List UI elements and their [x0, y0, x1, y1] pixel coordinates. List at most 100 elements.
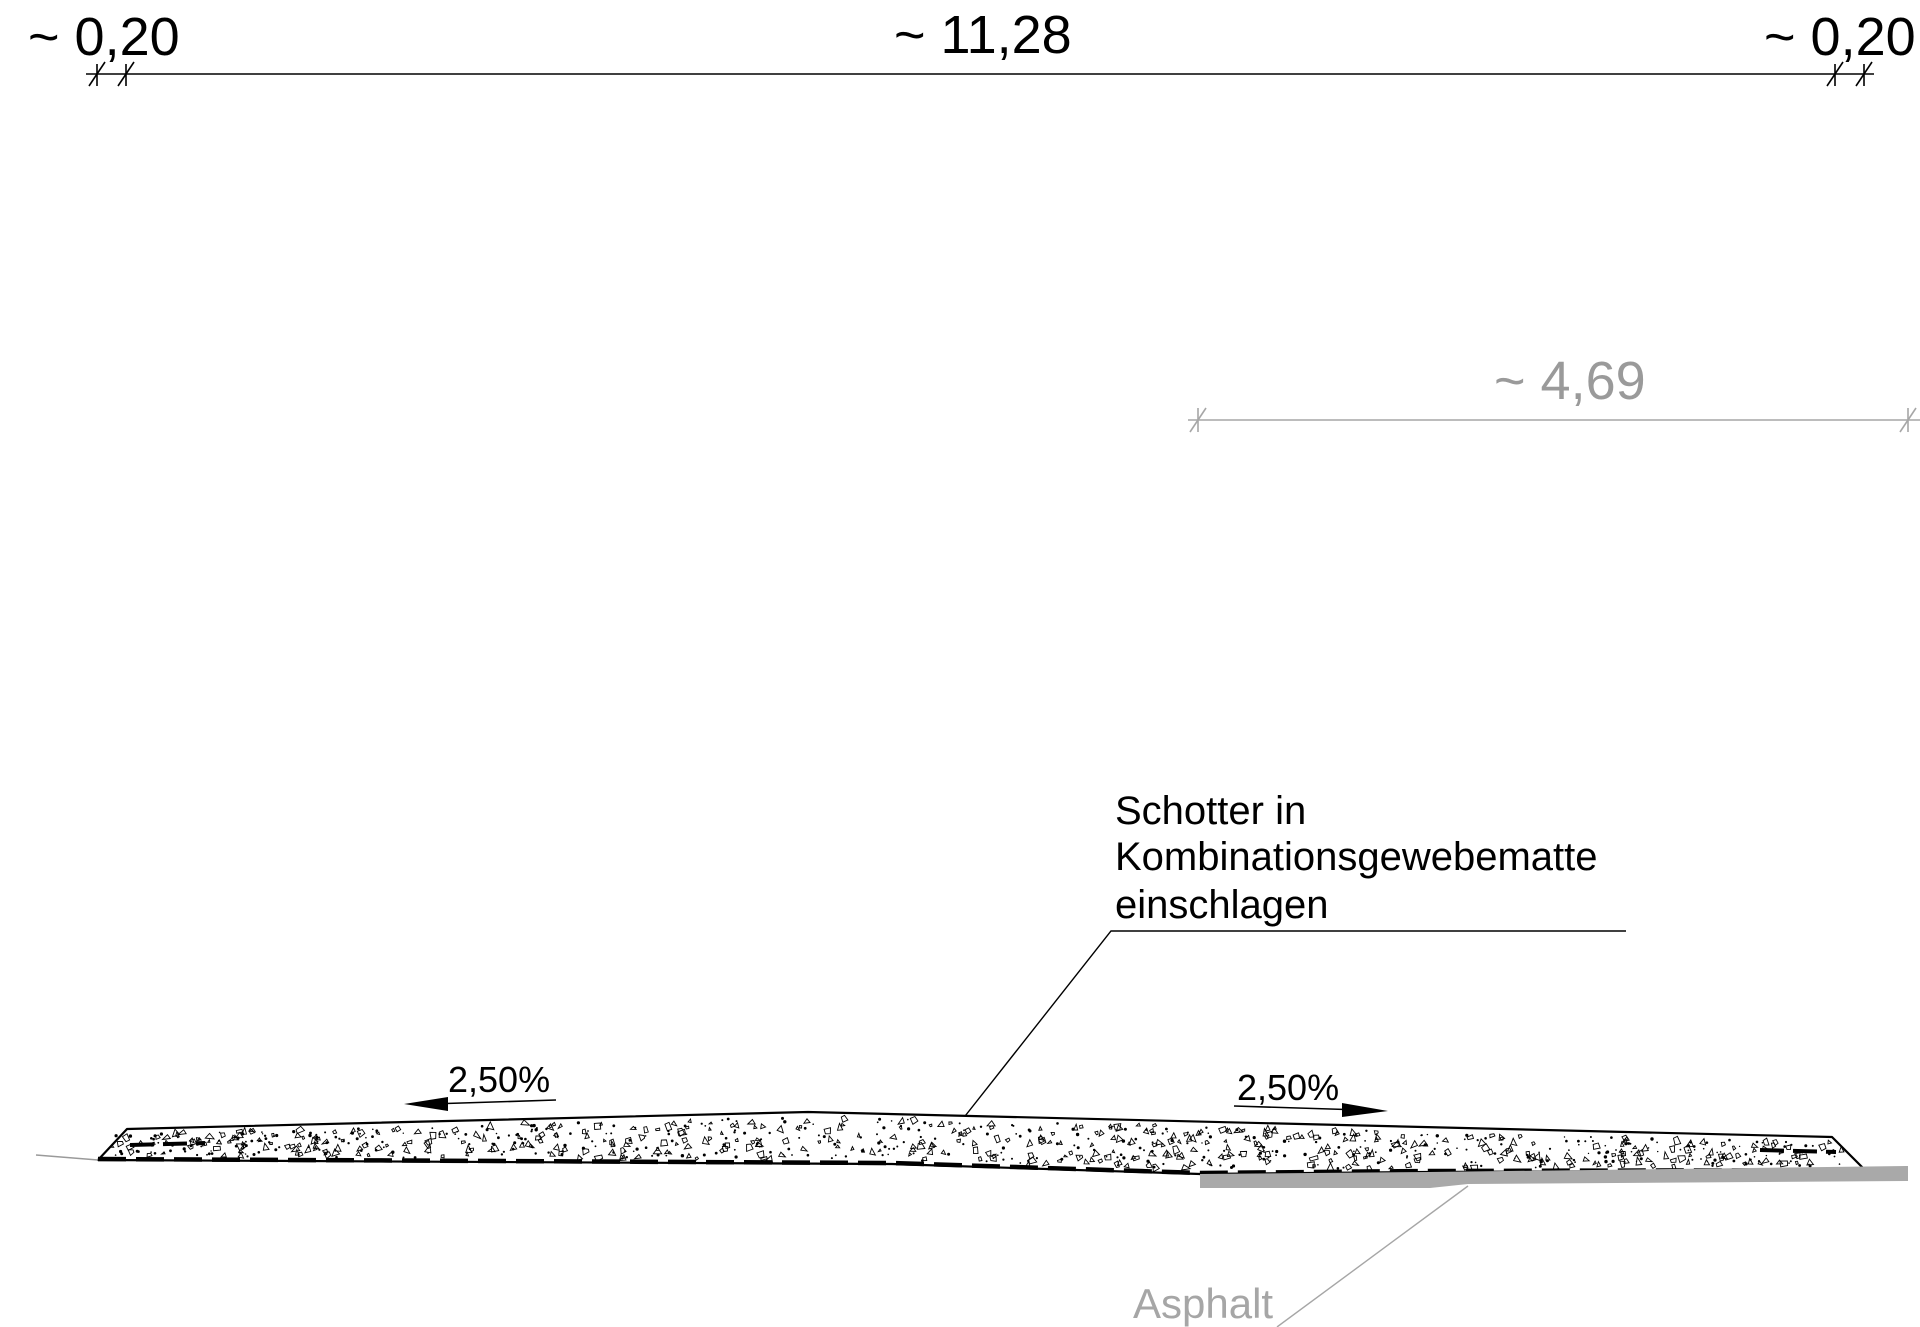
gravel-grain — [1038, 1136, 1047, 1146]
gravel-grain — [1750, 1142, 1759, 1148]
gravel-grain — [803, 1126, 807, 1130]
gravel-grain — [382, 1146, 385, 1149]
gravel-grain — [897, 1116, 905, 1125]
gravel-grain — [294, 1148, 300, 1156]
gravel-grain — [1538, 1164, 1542, 1168]
gravel-grain — [908, 1151, 913, 1157]
gravel-grain — [429, 1131, 437, 1140]
gravel-grain — [634, 1126, 637, 1129]
gravel-grain — [1700, 1158, 1702, 1160]
gravel-grain — [1172, 1145, 1181, 1155]
gravel-grain — [1119, 1153, 1123, 1156]
gravel-grain — [997, 1154, 999, 1156]
gravel-grain — [656, 1146, 660, 1151]
gravel-grain — [1201, 1159, 1204, 1162]
gravel-grain — [1838, 1145, 1845, 1153]
gravel-grain — [1647, 1147, 1650, 1149]
gravel-grain — [507, 1134, 510, 1137]
gravel-grain — [271, 1132, 276, 1138]
gravel-grain — [1436, 1142, 1439, 1144]
gravel-grain — [1728, 1138, 1731, 1142]
gravel-grain — [1303, 1152, 1307, 1157]
gravel-grain — [922, 1156, 928, 1162]
gravel-grain — [1414, 1149, 1417, 1152]
gravel-grain — [1286, 1135, 1292, 1141]
gravel-grain — [1028, 1156, 1038, 1165]
gravel-grain — [200, 1145, 203, 1148]
gravel-grain — [356, 1128, 366, 1139]
gravel-grain — [520, 1137, 523, 1141]
gravel-grain — [1656, 1141, 1658, 1144]
gravel-grain — [1456, 1147, 1458, 1149]
gravel-grain — [668, 1150, 673, 1155]
gravel-grain — [783, 1120, 787, 1124]
gravel-grain — [1406, 1155, 1409, 1158]
gravel-grain — [468, 1143, 471, 1146]
gravel-grain — [1078, 1156, 1081, 1158]
gravel-grain — [883, 1145, 887, 1149]
gravel-grain — [534, 1128, 538, 1132]
gravel-grain — [206, 1138, 211, 1143]
gravel-grain — [822, 1135, 826, 1139]
gravel-grain — [1462, 1165, 1469, 1171]
gravel-grain — [947, 1152, 951, 1156]
gravel-grain — [1493, 1152, 1497, 1155]
gravel-grain — [701, 1135, 711, 1145]
gravel-grain — [1317, 1146, 1325, 1155]
gravel-grain — [971, 1139, 978, 1147]
gravel-grain — [1683, 1144, 1693, 1154]
gravel-grain — [881, 1154, 884, 1157]
gravel-grain — [438, 1129, 447, 1139]
gravel-grain — [951, 1127, 957, 1135]
gravel-grain — [1534, 1166, 1537, 1169]
gravel-grain — [1705, 1141, 1709, 1144]
gravel-grain — [1359, 1146, 1362, 1148]
gravel-grain — [878, 1117, 882, 1121]
gravel-grain — [150, 1151, 152, 1153]
gravel-grain — [1152, 1123, 1158, 1128]
gravel-grain — [694, 1156, 700, 1161]
gravel-grain — [500, 1153, 504, 1156]
gravel-grain — [1113, 1123, 1122, 1131]
gravel-grain — [638, 1134, 646, 1142]
gravel-grain — [1218, 1125, 1228, 1134]
gravel-grain — [236, 1136, 240, 1140]
gravel-grain — [1649, 1162, 1657, 1169]
gravel-grain — [220, 1152, 227, 1158]
gravel-grain — [1121, 1139, 1126, 1143]
gravel-grain — [1098, 1129, 1105, 1138]
gravel-grain — [215, 1139, 223, 1145]
slope-left-label: 2,50% — [448, 1059, 550, 1100]
gravel-grain — [347, 1142, 350, 1145]
gravel-grain — [189, 1144, 193, 1148]
gravel-grain — [295, 1125, 306, 1135]
gravel-grain — [812, 1123, 814, 1125]
gravel-grain — [1617, 1154, 1625, 1161]
gravel-grain — [876, 1133, 878, 1136]
gravel-grain — [1532, 1152, 1541, 1162]
gravel-grain — [1288, 1140, 1290, 1143]
gravel-grain — [531, 1128, 533, 1131]
gravel-grain — [1669, 1157, 1677, 1163]
gravel-grain — [1046, 1139, 1053, 1145]
gravel-grain — [1687, 1144, 1690, 1148]
gravel-grain — [957, 1131, 963, 1136]
gravel-grain — [683, 1142, 693, 1150]
gravel-grain — [610, 1132, 613, 1135]
gravel-grain — [877, 1148, 882, 1153]
gravel-grain — [908, 1146, 917, 1152]
gravel-grain — [292, 1130, 296, 1134]
gravel-grain — [445, 1132, 448, 1136]
gravel-grain — [1011, 1157, 1013, 1160]
gravel-grain — [486, 1120, 495, 1131]
gravel-grain — [576, 1121, 581, 1125]
gravel-grain — [1444, 1148, 1452, 1157]
gravel-grain — [521, 1142, 525, 1145]
gravel-grain — [308, 1133, 312, 1138]
gravel-grain — [206, 1153, 208, 1156]
gravel-grain — [667, 1130, 670, 1133]
gravel-grain — [534, 1152, 537, 1155]
gravel-grain — [1481, 1142, 1491, 1153]
gravel-grain — [1223, 1149, 1226, 1152]
gravel-grain — [1639, 1157, 1643, 1161]
